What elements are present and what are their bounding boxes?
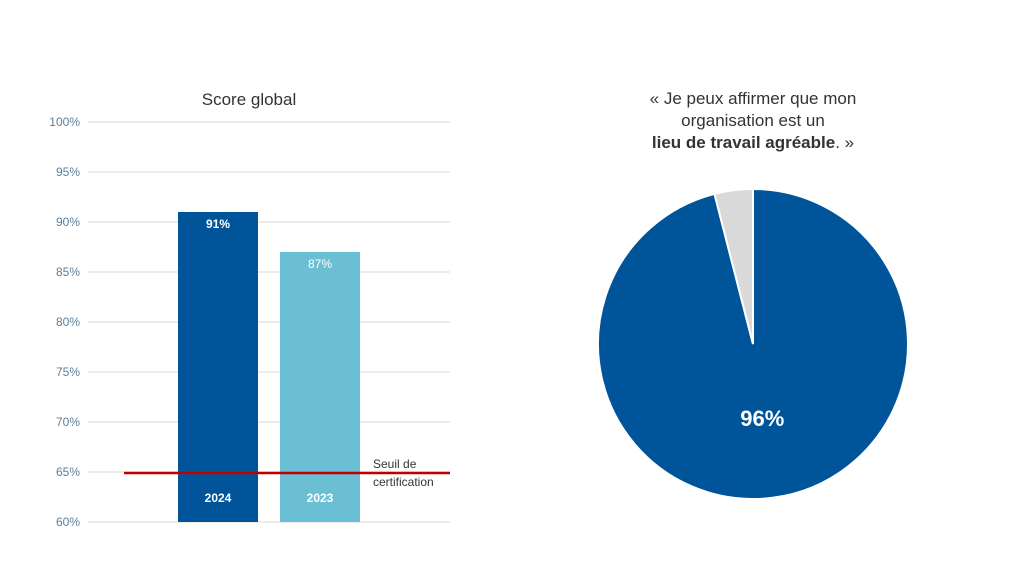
pie-title-line1: « Je peux affirmer que mon [649, 89, 857, 108]
pie-chart: 96% [597, 187, 909, 500]
y-tick-label: 70% [56, 415, 80, 429]
bar-chart-title: Score global [202, 90, 297, 109]
bar-value-label: 87% [308, 257, 332, 271]
bar-2024 [178, 212, 258, 522]
bar-2023 [280, 252, 360, 522]
pie-slice-label: 96% [740, 406, 784, 431]
bar-category-label: 2023 [307, 491, 334, 505]
y-tick-label: 90% [56, 215, 80, 229]
pie-slice-1 [713, 187, 754, 345]
bar-value-label: 91% [206, 217, 230, 231]
y-tick-label: 100% [49, 115, 80, 129]
pie-title-line2: organisation est un [681, 111, 825, 130]
pie-title-tail: . » [835, 133, 855, 152]
threshold-line-group: Seuil de certification [124, 457, 450, 489]
pie-chart-title: « Je peux affirmer que mon organisation … [583, 88, 923, 154]
threshold-label-line1: Seuil de [373, 457, 417, 471]
bars: 91% 2024 87% 2023 [178, 212, 360, 522]
y-tick-label: 95% [56, 165, 80, 179]
y-tick-label: 65% [56, 465, 80, 479]
y-tick-label: 75% [56, 365, 80, 379]
pie-title-bold: lieu de travail agréable [651, 133, 836, 152]
y-tick-label: 80% [56, 315, 80, 329]
y-tick-label: 60% [56, 515, 80, 529]
pie-title-line3: lieu de travail agréable. » [583, 132, 923, 154]
threshold-label-line2: certification [373, 475, 434, 489]
bar-category-label: 2024 [205, 491, 232, 505]
y-tick-label: 85% [56, 265, 80, 279]
y-axis-ticks: 60% 65% 70% 75% 80% 85% 90% 95% 100% [49, 115, 80, 529]
